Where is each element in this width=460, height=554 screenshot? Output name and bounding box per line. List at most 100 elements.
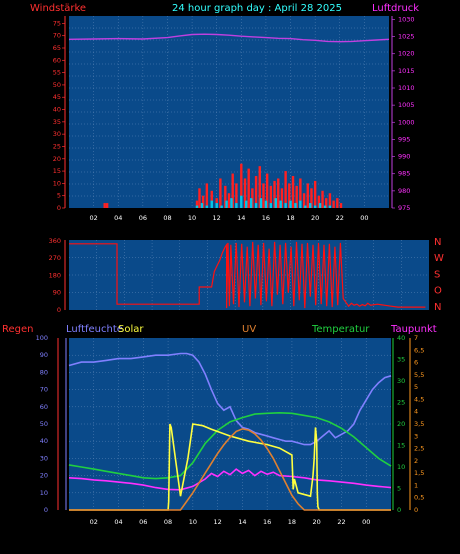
wind-gust-bar [325, 198, 328, 208]
x-tick-label-climate: 16 [263, 518, 271, 526]
label-luftfeuchte: Luftfeuchte [66, 324, 123, 335]
wind-avg-bar [299, 200, 302, 208]
right-axis-label-luftdruck: Luftdruck [372, 3, 419, 14]
wind-avg-bar [264, 200, 268, 208]
y-tick-label-pressure: 1015 [398, 67, 415, 75]
wind-avg-bar [215, 203, 218, 208]
wind-gust-bar [328, 193, 332, 208]
y-tick-label-uv: 6 [414, 359, 418, 367]
wind-gust-bar [235, 183, 238, 208]
wind-avg-bar [274, 198, 277, 208]
y-tick-label-wind: 65 [53, 44, 61, 52]
left-axis-label-windstaerke: Windstärke [30, 3, 86, 14]
wind-gust-bar [243, 178, 247, 208]
y-tick-label-wind: 5 [57, 192, 61, 200]
y-tick-label-uv: 7 [414, 334, 418, 342]
wind-avg-bar [195, 205, 199, 208]
y-tick-label-uv: 5 [414, 383, 418, 391]
wind-gust-bar [224, 185, 227, 208]
x-tick-label-climate: 14 [238, 518, 246, 526]
y-tick-label-wind: 10 [53, 179, 61, 187]
label-uv: UV [242, 324, 256, 335]
wind-avg-bar [318, 203, 322, 208]
y-tick-label-direction: 180 [49, 271, 61, 279]
x-tick-label-climate: 18 [288, 518, 296, 526]
x-tick-label-wind: 12 [213, 214, 221, 222]
x-tick-label-wind: 20 [311, 214, 319, 222]
y-tick-label-uv: 2,5 [414, 445, 424, 453]
y-tick-label-temperature: 10 [397, 463, 405, 471]
wind-gust-bar [273, 180, 276, 208]
y-tick-label-pressure: 990 [398, 153, 410, 161]
y-tick-label-uv: 0,5 [414, 494, 424, 502]
wind-gust-bar [313, 180, 317, 208]
wind-gust-bar [317, 195, 321, 208]
x-tick-label-wind: 00 [360, 214, 368, 222]
wind-gust-bar [277, 178, 280, 208]
label-regen: Regen [2, 324, 34, 335]
wind-avg-bar [323, 205, 327, 208]
wind-gust-bar [105, 203, 109, 208]
wind-gust-bar [103, 203, 106, 208]
y-tick-label-temperature: 15 [397, 442, 405, 450]
x-tick-label-wind: 14 [237, 214, 245, 222]
wind-gust-bar [295, 185, 298, 208]
wind-avg-bar [259, 198, 263, 208]
y-tick-label-uv: 4,5 [414, 395, 424, 403]
y-tick-label-pressure: 1005 [398, 101, 415, 109]
y-tick-label-direction: 0 [57, 306, 61, 314]
direction-compass-label: W [434, 253, 444, 264]
y-tick-label-humidity: 30 [40, 454, 48, 462]
x-tick-label-climate: 08 [164, 518, 172, 526]
y-tick-label-wind: 25 [53, 142, 61, 150]
wind-gust-bar [288, 183, 291, 208]
y-tick-label-temperature: 5 [397, 485, 401, 493]
x-tick-label-wind: 16 [262, 214, 270, 222]
y-tick-label-uv: 5,5 [414, 371, 424, 379]
y-tick-label-wind: 30 [53, 130, 61, 138]
wind-avg-bar [200, 203, 204, 208]
y-tick-label-pressure: 1030 [398, 15, 415, 23]
x-tick-label-climate: 06 [139, 518, 147, 526]
y-tick-label-humidity: 70 [40, 386, 48, 394]
series-climate [68, 352, 392, 511]
ticks-climate: 0102030405060708090100051015202530354000… [36, 334, 425, 526]
wind-avg-bar [225, 200, 228, 208]
wind-avg-bar [245, 200, 248, 208]
y-tick-label-wind: 15 [53, 167, 61, 175]
y-tick-label-humidity: 60 [40, 403, 48, 411]
wind-gust-bar [195, 200, 199, 208]
y-tick-label-temperature: 20 [397, 420, 405, 428]
direction-compass-label: S [434, 269, 440, 280]
wind-gust-bar [210, 190, 213, 208]
y-tick-label-wind: 0 [57, 204, 61, 212]
y-tick-label-temperature: 0 [397, 506, 401, 514]
y-tick-label-uv: 1 [414, 481, 418, 489]
series-wind-pressure [68, 33, 390, 208]
y-tick-label-wind: 75 [53, 19, 61, 27]
y-tick-label-pressure: 995 [398, 135, 410, 143]
wind-gust-bar [306, 183, 309, 208]
wind-avg-bar [309, 203, 312, 208]
wind-gust-bar [269, 185, 273, 208]
wind-gust-bar [302, 193, 306, 208]
y-tick-label-wind: 20 [53, 155, 61, 163]
y-tick-label-wind: 70 [53, 32, 61, 40]
y-tick-label-temperature: 25 [397, 399, 405, 407]
y-tick-label-humidity: 20 [40, 472, 48, 480]
x-tick-label-climate: 04 [114, 518, 122, 526]
dewpoint-line [68, 468, 392, 491]
wind-avg-bar [269, 203, 273, 208]
y-tick-label-humidity: 50 [40, 420, 48, 428]
solar-line [69, 423, 391, 511]
wind-gust-bar [339, 203, 343, 208]
wind-gust-bar [231, 173, 234, 208]
y-tick-label-uv: 3 [414, 432, 418, 440]
y-tick-label-pressure: 985 [398, 170, 410, 178]
y-tick-label-pressure: 980 [398, 187, 410, 195]
wind-avg-bar [220, 205, 223, 208]
chart-title: 24 hour graph day : April 28 2025 [172, 3, 342, 14]
wind-avg-bar [254, 203, 258, 208]
